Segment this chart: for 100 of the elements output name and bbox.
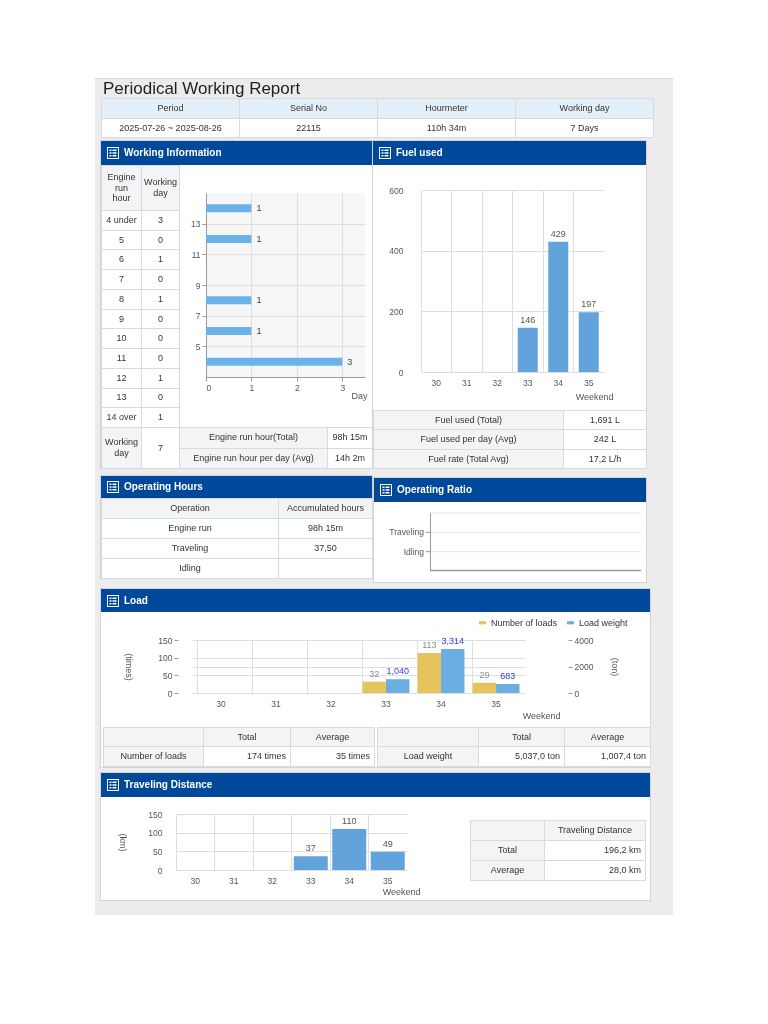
y2-tick-label: 4000	[574, 635, 594, 646]
x-tick-label: 33	[523, 377, 533, 388]
y-tick-label: 5	[195, 341, 201, 352]
text: Idling	[403, 546, 424, 557]
data-label: 146	[520, 314, 536, 325]
y2-tick-label: 0	[574, 688, 580, 699]
text: Accumulated hours	[286, 503, 365, 514]
data-label: 1	[256, 326, 262, 336]
text: Load weight	[403, 751, 453, 762]
text: Engine run hour per day (Avg)	[193, 452, 314, 464]
data-label: 3,314	[441, 636, 465, 647]
y-tick-label: 200	[389, 306, 404, 317]
x-tick-label: 0	[206, 382, 212, 393]
text: Traveling	[389, 527, 424, 538]
text: Fuel used per day (Avg)	[420, 434, 517, 445]
chart-title: Working Information	[124, 147, 222, 158]
text: Engine run hour	[106, 171, 137, 205]
text: Number of loads	[120, 751, 187, 762]
text: 9	[118, 313, 124, 325]
x-tick-label: 35	[584, 377, 594, 388]
text: Fuel used (Total)	[434, 414, 503, 426]
data-label: 110	[342, 815, 357, 826]
text: Operating Ratio	[397, 484, 473, 495]
y-axis-title: (times)	[124, 653, 135, 681]
x-tick-label: 35	[491, 698, 502, 709]
y-tick-label: 400	[389, 246, 404, 257]
text: 10	[116, 333, 127, 345]
text: Average	[490, 865, 525, 876]
y-tick-label: 600	[389, 185, 404, 196]
x-tick-label: 2	[294, 382, 300, 393]
bar	[332, 828, 367, 870]
text: Periodical Working Report	[103, 79, 301, 98]
legend-label: Load weight	[579, 617, 629, 628]
text: Traveling	[171, 543, 209, 554]
text: Engine run hour(Total)	[208, 432, 299, 444]
bar	[293, 856, 328, 870]
text: 5	[118, 234, 124, 246]
x-axis-title: Weekend	[382, 886, 421, 897]
text: 22115	[296, 122, 321, 134]
data-label: 1	[256, 203, 262, 214]
y-tick-label: 100	[158, 653, 173, 664]
text: 1,007,4 ton	[600, 751, 646, 762]
y2-axis-title: (ton)	[610, 657, 621, 677]
text: Total	[497, 845, 517, 856]
text: 37,50	[314, 543, 337, 554]
text: 7 Days	[570, 122, 599, 134]
x-tick-label: 34	[436, 698, 447, 709]
text: Average	[315, 731, 350, 743]
x-tick-label: 34	[553, 377, 564, 388]
text: Operating Hours	[124, 481, 203, 492]
x-tick-label: 32	[326, 698, 336, 709]
text: 1	[157, 412, 163, 424]
bar	[517, 327, 538, 372]
text: Total	[511, 731, 531, 743]
y-tick-label: 50	[163, 670, 173, 681]
x-tick-label: 30	[431, 377, 442, 388]
text: Total	[237, 731, 257, 743]
y-tick-label: 150	[158, 635, 173, 646]
text: Fuel rate (Total Avg)	[428, 453, 509, 465]
text: Hourmeter	[425, 103, 468, 114]
y-tick-label: 0	[398, 367, 404, 378]
text: Engine run	[168, 523, 212, 534]
y-tick-label: 0	[157, 865, 163, 876]
text: 12	[116, 372, 127, 384]
text: Idling	[179, 563, 201, 574]
text: Working day	[144, 177, 177, 199]
data-label: 1	[256, 295, 262, 306]
data-label: 1	[256, 234, 262, 244]
text: 2025-07-26 ~ 2025-08-26	[119, 122, 222, 134]
y-tick-label: 13	[191, 219, 201, 230]
x-tick-label: 30	[190, 875, 201, 886]
text: 14h 2m	[334, 452, 366, 464]
y-tick-label: 150	[148, 809, 163, 820]
data-label: 32	[369, 668, 380, 679]
text: 1,691 L	[589, 414, 621, 426]
text: Serial No	[289, 103, 327, 114]
data-label: 113	[422, 640, 437, 651]
text: Working day	[559, 103, 610, 114]
x-tick-label: 32	[267, 875, 278, 886]
y-axis-title: (km)	[118, 833, 129, 852]
chart-title: Load	[124, 595, 148, 606]
x-tick-label: 30	[216, 698, 226, 709]
text: 174 times	[246, 751, 286, 762]
x-tick-label: 31	[462, 377, 472, 388]
x-tick-label: 31	[271, 698, 281, 709]
text: 242 L	[593, 434, 617, 445]
text: Period	[157, 103, 184, 114]
x-tick-label: 33	[306, 875, 316, 886]
text: 1	[157, 293, 163, 305]
text: 5,037,0 ton	[514, 751, 560, 762]
text: 35 times	[335, 751, 370, 762]
text: Traveling Distance	[557, 825, 633, 836]
y2-tick-label: 2000	[574, 662, 594, 672]
y-tick-label: 100	[148, 828, 163, 839]
text: 28,0 km	[608, 865, 641, 876]
x-tick-label: 1	[249, 382, 255, 393]
legend-label: Number of loads	[491, 617, 558, 628]
text: 110h 34m	[426, 122, 467, 134]
x-tick-label: 3	[340, 382, 346, 393]
data-label: 683	[500, 670, 516, 681]
